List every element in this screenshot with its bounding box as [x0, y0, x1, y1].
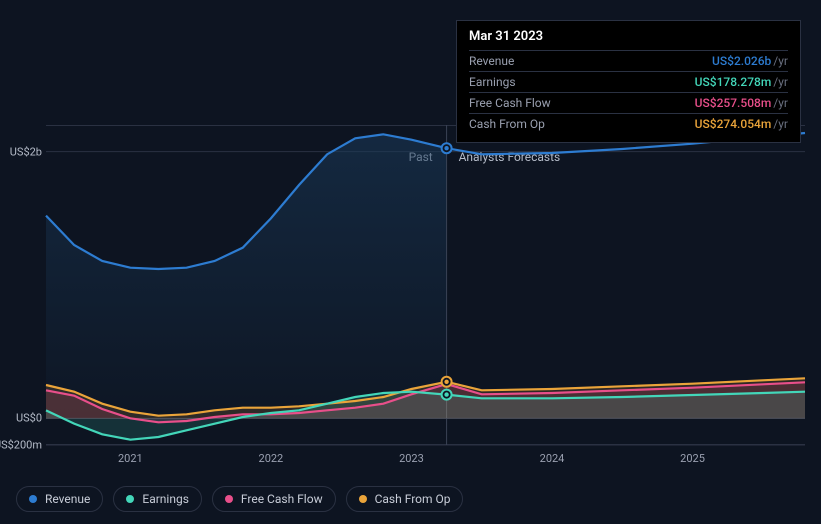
x-axis: 2021 2022 2023 2024 2025 [46, 452, 805, 466]
legend-item-earnings[interactable]: Earnings [113, 486, 202, 512]
tooltip-value: US$178.278m/yr [695, 75, 788, 89]
tooltip-row: Revenue US$2.026b/yr [469, 50, 788, 71]
legend-label: Earnings [142, 492, 189, 506]
tooltip-label: Free Cash Flow [469, 96, 551, 110]
tooltip-row: Free Cash Flow US$257.508m/yr [469, 92, 788, 113]
legend-label: Revenue [45, 492, 90, 506]
tooltip-label: Cash From Op [469, 117, 545, 131]
tooltip-value: US$2.026b/yr [712, 54, 788, 68]
legend-dot-icon [29, 495, 37, 503]
chart-container: Mar 31 2023 Revenue US$2.026b/yr Earnings U… [16, 0, 805, 524]
y-axis-label: US$2b [10, 145, 42, 158]
tooltip-row: Earnings US$178.278m/yr [469, 71, 788, 92]
y-axis-label: US$0 [16, 412, 42, 425]
tooltip-label: Revenue [469, 54, 514, 68]
tooltip-label: Earnings [469, 75, 516, 89]
x-axis-label: 2023 [399, 452, 424, 465]
chart-legend: Revenue Earnings Free Cash Flow Cash From O… [16, 486, 463, 512]
legend-dot-icon [126, 495, 134, 503]
tooltip-date: Mar 31 2023 [469, 29, 788, 50]
legend-item-cashop[interactable]: Cash From Op [346, 486, 464, 512]
legend-label: Cash From Op [375, 492, 451, 506]
legend-label: Free Cash Flow [241, 492, 323, 506]
y-axis-label: -US$200m [0, 439, 42, 452]
tooltip-row: Cash From Op US$274.054m/yr [469, 113, 788, 134]
x-axis-label: 2021 [118, 452, 143, 465]
x-axis-label: 2025 [680, 452, 705, 465]
chart-tooltip: Mar 31 2023 Revenue US$2.026b/yr Earnings U… [456, 20, 801, 143]
line-chart[interactable] [46, 125, 805, 445]
legend-item-fcf[interactable]: Free Cash Flow [212, 486, 336, 512]
x-axis-label: 2022 [259, 452, 284, 465]
tooltip-value: US$257.508m/yr [695, 96, 788, 110]
x-axis-label: 2024 [540, 452, 565, 465]
legend-dot-icon [225, 495, 233, 503]
legend-item-revenue[interactable]: Revenue [16, 486, 103, 512]
plot-area[interactable]: US$2bUS$0-US$200m [46, 125, 805, 445]
legend-dot-icon [359, 495, 367, 503]
tooltip-value: US$274.054m/yr [695, 117, 788, 131]
